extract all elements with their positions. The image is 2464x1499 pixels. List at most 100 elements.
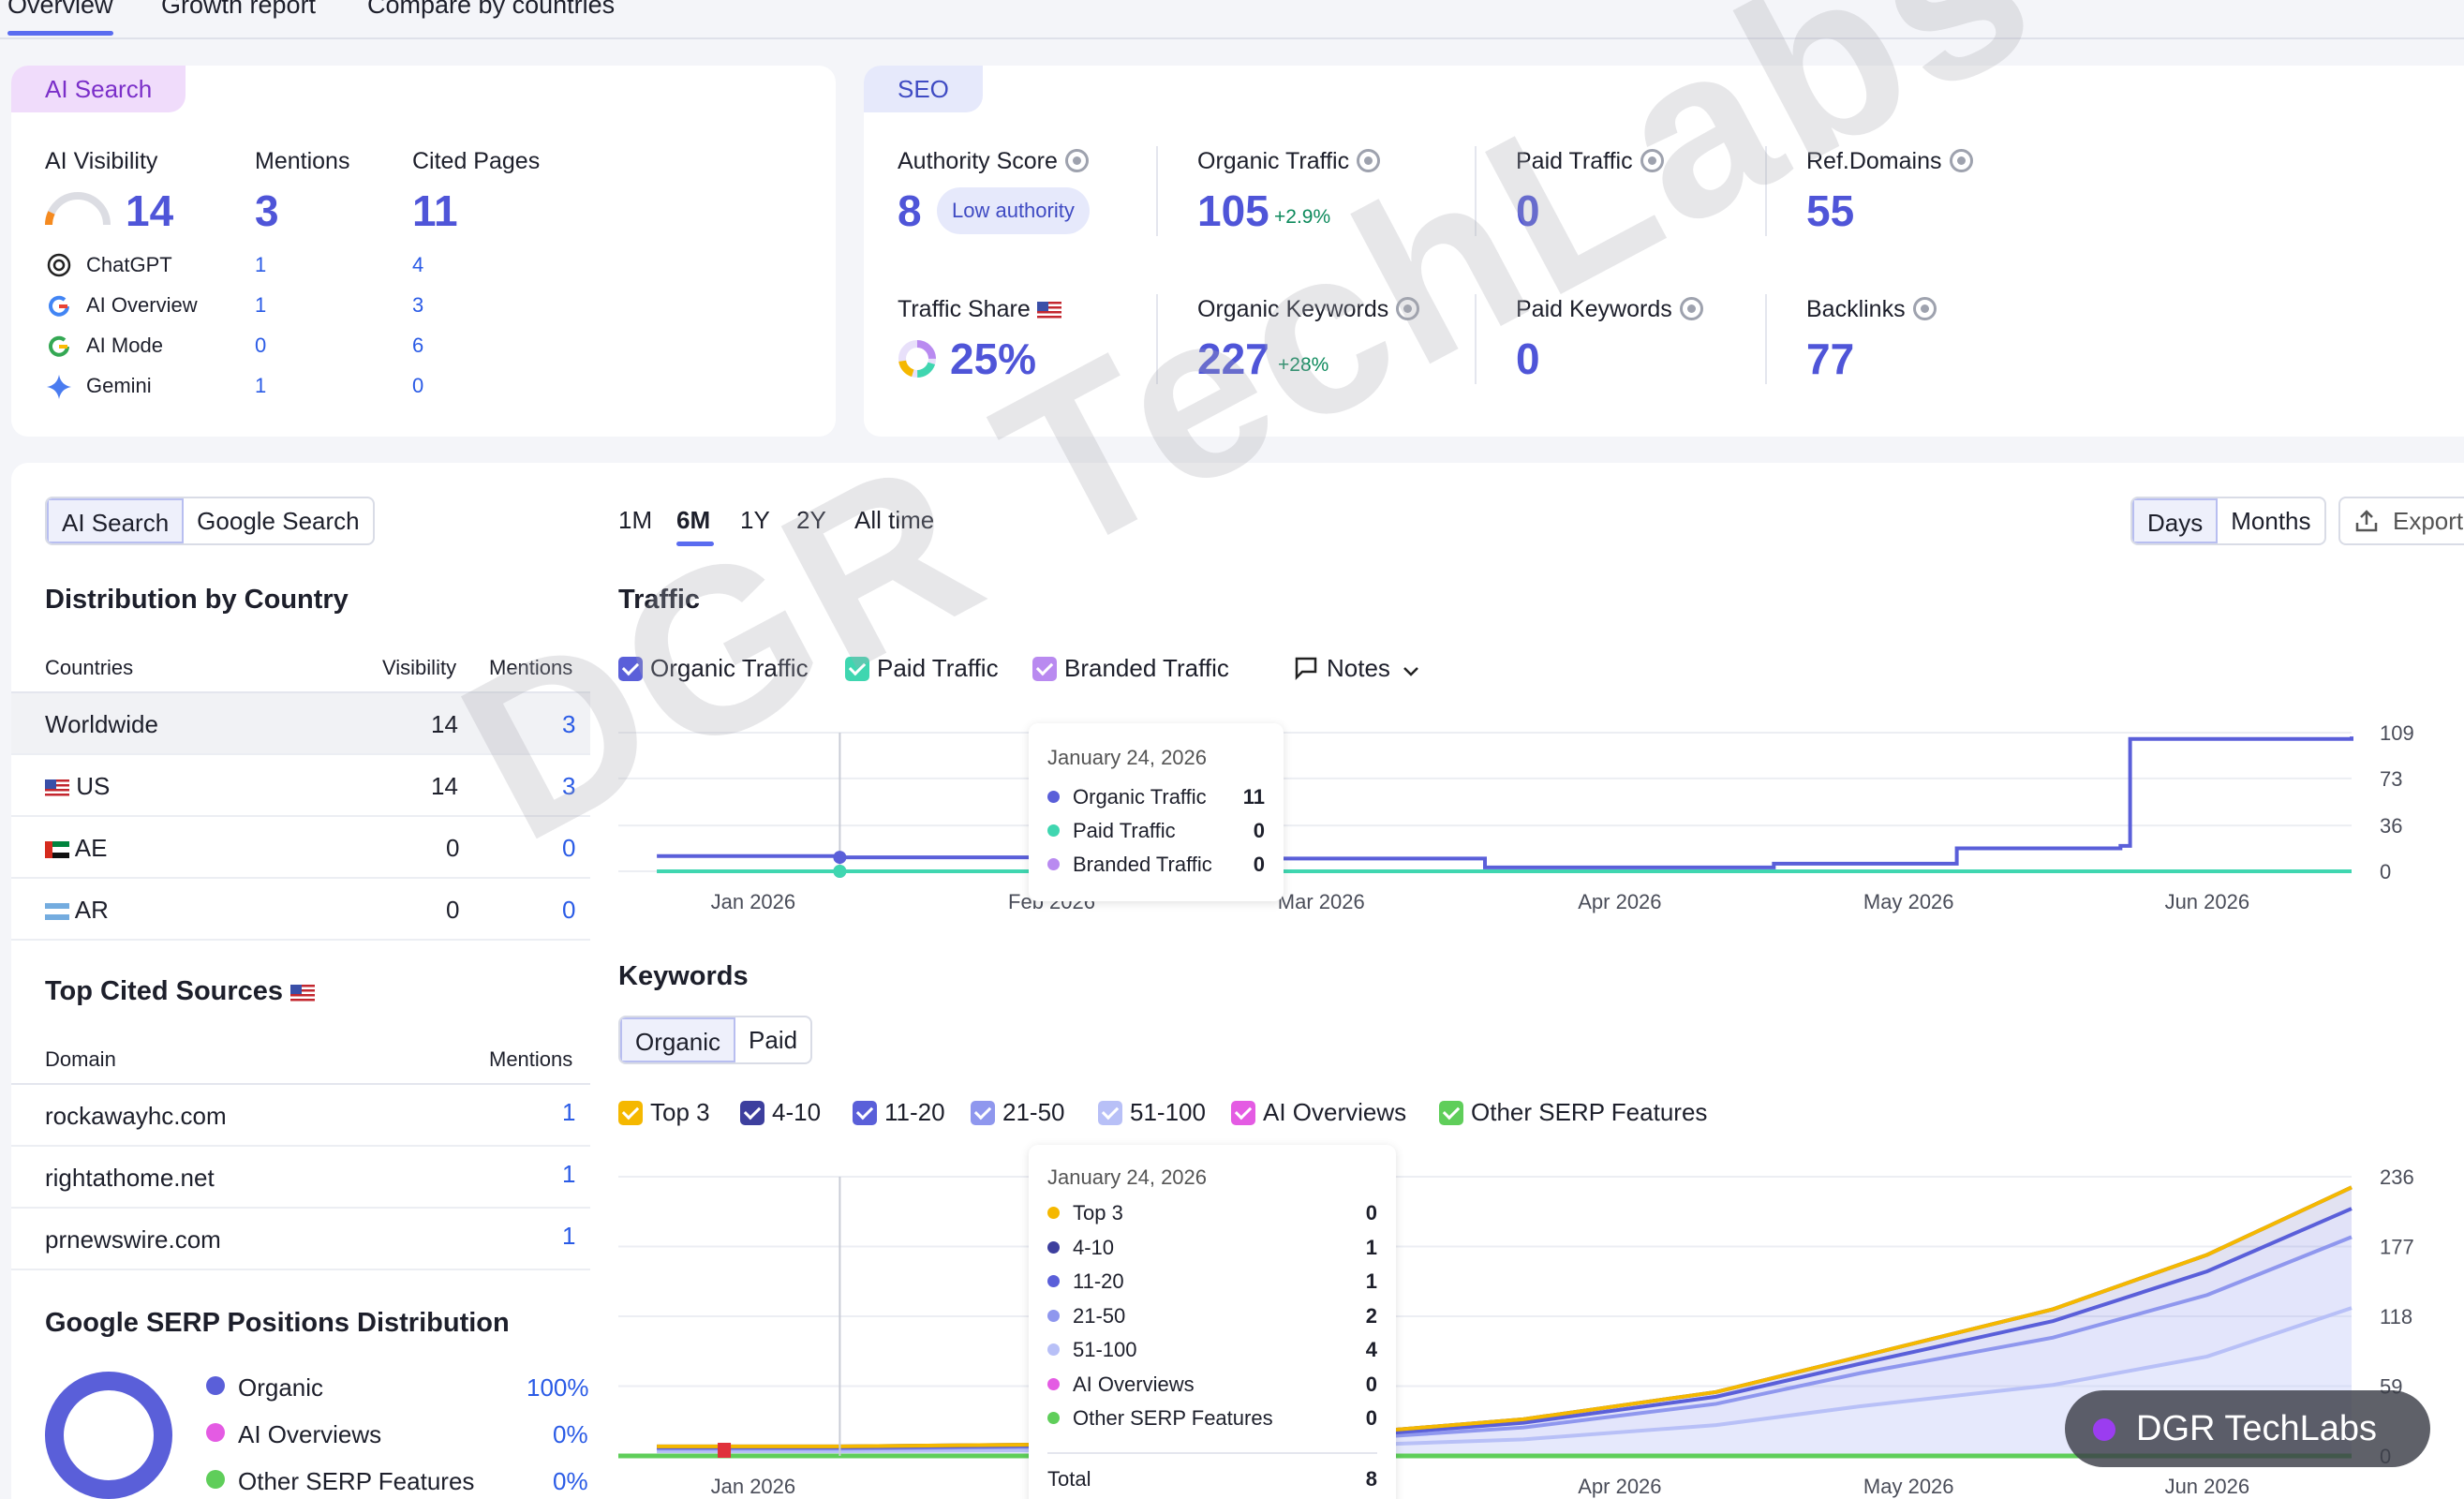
checkbox-icon [1032,657,1057,681]
ai-row-mentions[interactable]: 1 [255,293,267,317]
globe-icon [1064,149,1089,172]
ai-row-cited[interactable]: 3 [412,293,424,317]
ai-row-mentions[interactable]: 0 [255,334,267,357]
toggle-days[interactable]: Days [2132,498,2219,543]
seo-card: SEO Authority Score 8 Low authority Orga… [864,66,2464,437]
serp-legend-other: Other SERP Features [206,1467,474,1496]
range-2y[interactable]: 2Y [796,506,826,534]
ai-row-cited[interactable]: 6 [412,334,424,357]
range-1y[interactable]: 1Y [740,506,770,534]
export-button[interactable]: Export [2338,497,2464,545]
tooltip-value: 0 [1365,1372,1377,1396]
table-row[interactable]: US 14 3 [11,755,590,817]
legend-keywords-item[interactable]: 4-10 [740,1098,821,1127]
country-name: US [45,772,110,801]
legend-keywords-item[interactable]: 21-50 [971,1098,1065,1127]
country-mentions[interactable]: 3 [562,710,576,738]
range-all-time[interactable]: All time [854,506,935,534]
tab-overview[interactable]: Overview [7,0,113,36]
ai-row-cited[interactable]: 0 [412,374,424,397]
table-row[interactable]: rockawayhc.com 1 [11,1085,590,1147]
notes-dropdown[interactable]: Notes [1293,654,1419,683]
checkbox-icon [1439,1101,1463,1125]
ai-row-mentions[interactable]: 1 [255,374,267,397]
divider [1047,1452,1377,1454]
flag-us-icon [290,985,316,1002]
distribution-title: Distribution by Country [45,585,349,615]
table-row[interactable]: Worldwide 14 3 [11,693,590,755]
ai-search-header: AI Search [11,66,186,112]
organic-traffic-value[interactable]: 105 [1197,186,1269,235]
cited-mentions[interactable]: 1 [562,1098,576,1126]
toggle-ai-search[interactable]: AI Search [47,498,185,543]
country-visibility: 14 [431,710,458,738]
range-6m[interactable]: 6M [676,506,711,534]
table-row[interactable]: rightathome.net 1 [11,1147,590,1209]
export-icon [2355,510,2378,532]
y-tick-label: 177 [2380,1236,2414,1259]
globe-icon [1949,149,1973,172]
legend-keywords-item[interactable]: 51-100 [1098,1098,1206,1127]
country-visibility: 0 [446,896,460,924]
x-tick-label: Jun 2026 [2165,890,2250,913]
organic-traffic-label: Organic Traffic [1197,148,1381,175]
legend-keywords-item[interactable]: Other SERP Features [1439,1098,1707,1127]
tooltip-total-value: 8 [1365,1467,1377,1491]
backlinks-value[interactable]: 77 [1806,334,1855,383]
tooltip-row: 21-50 [1047,1304,1125,1328]
country-mentions[interactable]: 0 [562,896,576,924]
comment-icon [1295,657,1317,681]
x-tick-label: Apr 2026 [1578,1475,1661,1498]
paid-traffic-value[interactable]: 0 [1516,186,1540,235]
toggle-organic[interactable]: Organic [620,1017,736,1062]
flag-us-icon [45,779,69,796]
range-1m[interactable]: 1M [618,506,653,534]
x-tick-label: May 2026 [1863,1475,1954,1498]
col-mentions: Mentions [489,656,573,679]
ref-domains-value[interactable]: 55 [1806,186,1855,235]
legend-keywords-item[interactable]: Top 3 [618,1098,710,1127]
cited-mentions[interactable]: 1 [562,1222,576,1250]
ai-overviews-dot-icon [206,1423,225,1442]
flag-ar-icon [45,903,69,920]
checkbox-icon [853,1101,877,1125]
tooltip-row: Other SERP Features [1047,1406,1273,1431]
tooltip-value: 0 [1365,1406,1377,1430]
legend-organic-traffic[interactable]: Organic Traffic [618,654,809,683]
table-row[interactable]: prnewswire.com 1 [11,1209,590,1270]
tooltip-value: 1 [1365,1235,1377,1259]
toggle-months[interactable]: Months [2231,507,2311,535]
col-mentions: Mentions [489,1047,573,1071]
country-mentions[interactable]: 3 [562,772,576,800]
organic-traffic-delta: +2.9% [1274,206,1331,228]
toggle-google-search[interactable]: Google Search [197,507,360,535]
google-icon [45,333,73,361]
legend-keywords-item[interactable]: 11-20 [853,1098,945,1127]
country-visibility: 0 [446,834,460,862]
tab-compare-by-countries[interactable]: Compare by countries [367,0,616,19]
country-mentions[interactable]: 0 [562,834,576,862]
table-row[interactable]: AE 0 0 [11,817,590,879]
ai-row-mentions[interactable]: 1 [255,253,267,276]
organic-keywords-value[interactable]: 227 [1197,334,1269,383]
series-line-organic-traffic [657,736,2353,869]
tooltip-row: 11-20 [1047,1269,1124,1294]
cited-mentions[interactable]: 1 [562,1160,576,1188]
legend-keywords-item[interactable]: AI Overviews [1231,1098,1406,1127]
paid-keywords-value[interactable]: 0 [1516,334,1540,383]
toggle-paid[interactable]: Paid [749,1026,798,1054]
legend-paid-traffic[interactable]: Paid Traffic [845,654,999,683]
serp-donut [45,1372,172,1499]
tooltip-value: 11 [1242,785,1265,809]
table-row[interactable]: AR 0 0 [11,879,590,941]
search-source-toggle: AI Search Google Search [45,497,375,545]
tab-growth-report[interactable]: Growth report [161,0,317,19]
mentions-value[interactable]: 3 [255,186,279,235]
tooltip-row: Branded Traffic [1047,853,1212,877]
ai-row-cited[interactable]: 4 [412,253,424,276]
cited-pages-value[interactable]: 11 [412,186,458,235]
tooltip-value: 0 [1253,853,1265,876]
legend-branded-traffic[interactable]: Branded Traffic [1032,654,1229,683]
